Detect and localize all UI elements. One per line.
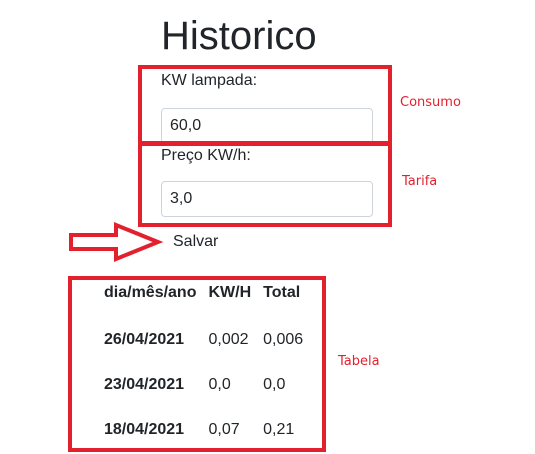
kw-lampada-label: KW lampada:	[161, 72, 258, 89]
preco-kwh-input[interactable]	[161, 181, 373, 217]
header-kwh: KW/H	[208, 284, 252, 301]
header-total: Total	[263, 284, 301, 301]
date-cell: 26/04/2021	[104, 330, 185, 348]
table-row: 26/04/2021 0,002 0,006	[98, 317, 309, 362]
kw-lampada-input[interactable]	[161, 108, 373, 144]
total-cell: 0,006	[263, 330, 304, 348]
consumo-annotation: Consumo	[400, 95, 461, 110]
save-button[interactable]: Salvar	[165, 231, 226, 253]
date-cell: 18/04/2021	[104, 420, 185, 438]
kwh-cell: 0,0	[208, 375, 231, 393]
table-header-row: dia/mês/ano KW/H Total	[98, 277, 309, 309]
date-cell: 23/04/2021	[104, 375, 185, 393]
total-cell: 0,21	[263, 420, 295, 438]
arrow-right-icon	[69, 222, 164, 262]
tabela-annotation: Tabela	[338, 354, 380, 369]
table-row: 18/04/2021 0,07 0,21	[98, 407, 309, 452]
table-row: 23/04/2021 0,0 0,0	[98, 362, 309, 407]
page-title: Historico	[161, 14, 317, 58]
preco-kwh-label: Preço KW/h:	[161, 147, 251, 164]
history-table: dia/mês/ano KW/H Total 26/04/2021 0,002 …	[98, 277, 309, 452]
kwh-cell: 0,002	[208, 330, 249, 348]
header-date: dia/mês/ano	[104, 284, 197, 301]
total-cell: 0,0	[263, 375, 286, 393]
kwh-cell: 0,07	[208, 420, 240, 438]
tarifa-annotation: Tarifa	[402, 174, 438, 189]
